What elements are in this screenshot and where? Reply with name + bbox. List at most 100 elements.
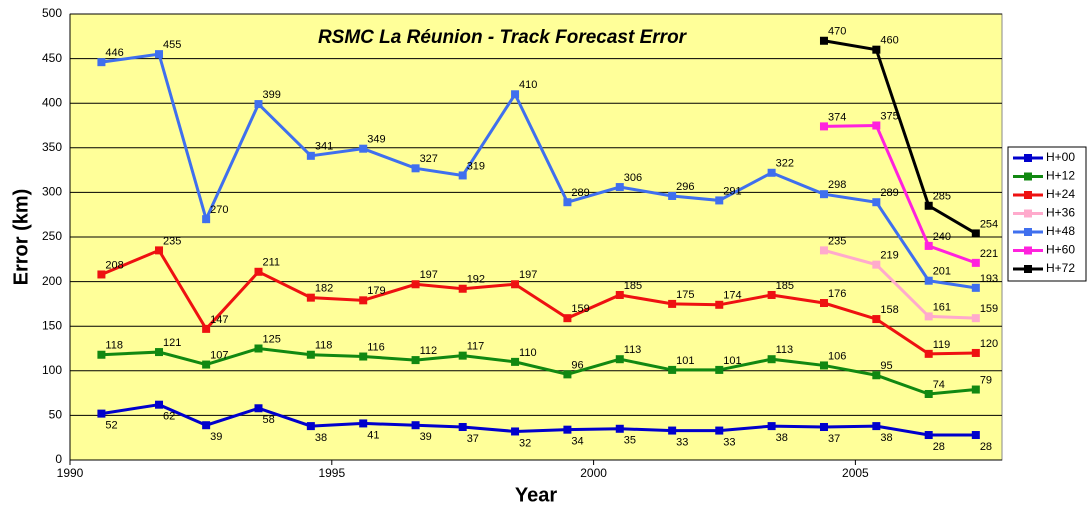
data-label: 112 (420, 345, 438, 357)
point-marker (511, 357, 520, 366)
data-label: 175 (676, 289, 694, 301)
data-label: 38 (880, 432, 892, 444)
point-marker (715, 365, 724, 374)
data-label: 192 (467, 274, 485, 286)
data-label: 221 (980, 248, 998, 260)
y-tick-label: 300 (42, 185, 62, 199)
point-marker (767, 422, 776, 431)
point-marker (511, 90, 520, 99)
data-label: 113 (776, 344, 794, 356)
point-marker (563, 314, 572, 323)
data-label: 101 (723, 355, 741, 367)
point-marker (563, 370, 572, 379)
data-label: 201 (933, 266, 951, 278)
data-label: 106 (828, 350, 846, 362)
point-marker (359, 419, 368, 428)
point-marker (615, 355, 624, 364)
point-marker (155, 50, 164, 59)
legend-label: H+60 (1046, 243, 1075, 257)
data-label: 32 (519, 437, 531, 449)
data-label: 446 (105, 47, 123, 59)
series-line (101, 346, 976, 396)
y-tick-label: 450 (42, 51, 62, 65)
data-label: 120 (980, 338, 998, 350)
point-marker (97, 409, 106, 418)
point-marker (872, 198, 881, 207)
data-label: 208 (105, 259, 123, 271)
legend-marker (1024, 228, 1032, 236)
point-marker (359, 144, 368, 153)
data-label: 193 (980, 273, 998, 285)
data-label: 95 (880, 360, 892, 372)
legend-label: H+12 (1046, 169, 1075, 183)
data-label: 39 (210, 431, 222, 443)
data-label: 219 (880, 250, 898, 262)
legend-label: H+72 (1046, 261, 1075, 275)
legend-marker (1024, 191, 1032, 199)
data-label: 291 (723, 185, 741, 197)
point-marker (254, 404, 263, 413)
point-marker (767, 290, 776, 299)
data-label: 240 (933, 231, 951, 243)
data-label: 306 (624, 172, 642, 184)
point-marker (511, 280, 520, 289)
data-label: 107 (210, 349, 228, 361)
point-marker (359, 352, 368, 361)
y-axis-title: Error (km) (10, 189, 32, 286)
data-label: 185 (624, 280, 642, 292)
data-label: 58 (262, 414, 274, 426)
point-marker (924, 349, 933, 358)
x-tick-label: 1995 (318, 466, 345, 480)
data-label: 110 (519, 347, 537, 359)
data-label: 121 (163, 337, 181, 349)
point-marker (872, 121, 881, 130)
data-label: 158 (880, 304, 898, 316)
point-marker (202, 215, 211, 224)
series-line (823, 248, 976, 320)
data-label: 38 (315, 432, 327, 444)
data-label: 117 (467, 341, 485, 353)
data-label: 289 (571, 187, 589, 199)
data-label: 349 (367, 134, 385, 146)
data-label: 161 (933, 301, 951, 313)
data-label: 319 (467, 160, 485, 172)
point-marker (715, 426, 724, 435)
point-marker (872, 371, 881, 380)
point-marker (819, 36, 828, 45)
data-label: 159 (571, 303, 589, 315)
point-marker (254, 344, 263, 353)
data-label: 147 (210, 314, 228, 326)
data-label: 159 (980, 303, 998, 315)
series-line (823, 123, 977, 265)
point-marker (819, 190, 828, 199)
point-marker (458, 422, 467, 431)
data-label: 375 (880, 110, 898, 122)
data-label: 96 (571, 359, 583, 371)
x-axis-title: Year (515, 484, 557, 506)
point-marker (306, 151, 315, 160)
series-line (101, 403, 976, 437)
data-label: 327 (420, 153, 438, 165)
point-marker (971, 431, 980, 440)
point-marker (668, 365, 677, 374)
point-marker (411, 356, 420, 365)
data-label: 33 (723, 436, 735, 448)
data-label: 174 (723, 290, 741, 302)
legend-label: H+24 (1046, 187, 1075, 201)
point-marker (819, 422, 828, 431)
series-line (101, 52, 977, 290)
data-label: 28 (933, 441, 945, 453)
y-tick-label: 0 (55, 452, 62, 466)
data-label: 74 (933, 379, 945, 391)
data-label: 28 (980, 441, 992, 453)
data-label: 197 (420, 269, 438, 281)
data-label: 79 (980, 374, 992, 386)
point-marker (254, 100, 263, 109)
y-tick-label: 50 (49, 408, 63, 422)
legend-label: H+48 (1046, 224, 1075, 238)
y-tick-label: 500 (42, 6, 62, 20)
x-tick-label: 2005 (842, 466, 869, 480)
point-marker (97, 270, 106, 279)
point-marker (458, 351, 467, 360)
